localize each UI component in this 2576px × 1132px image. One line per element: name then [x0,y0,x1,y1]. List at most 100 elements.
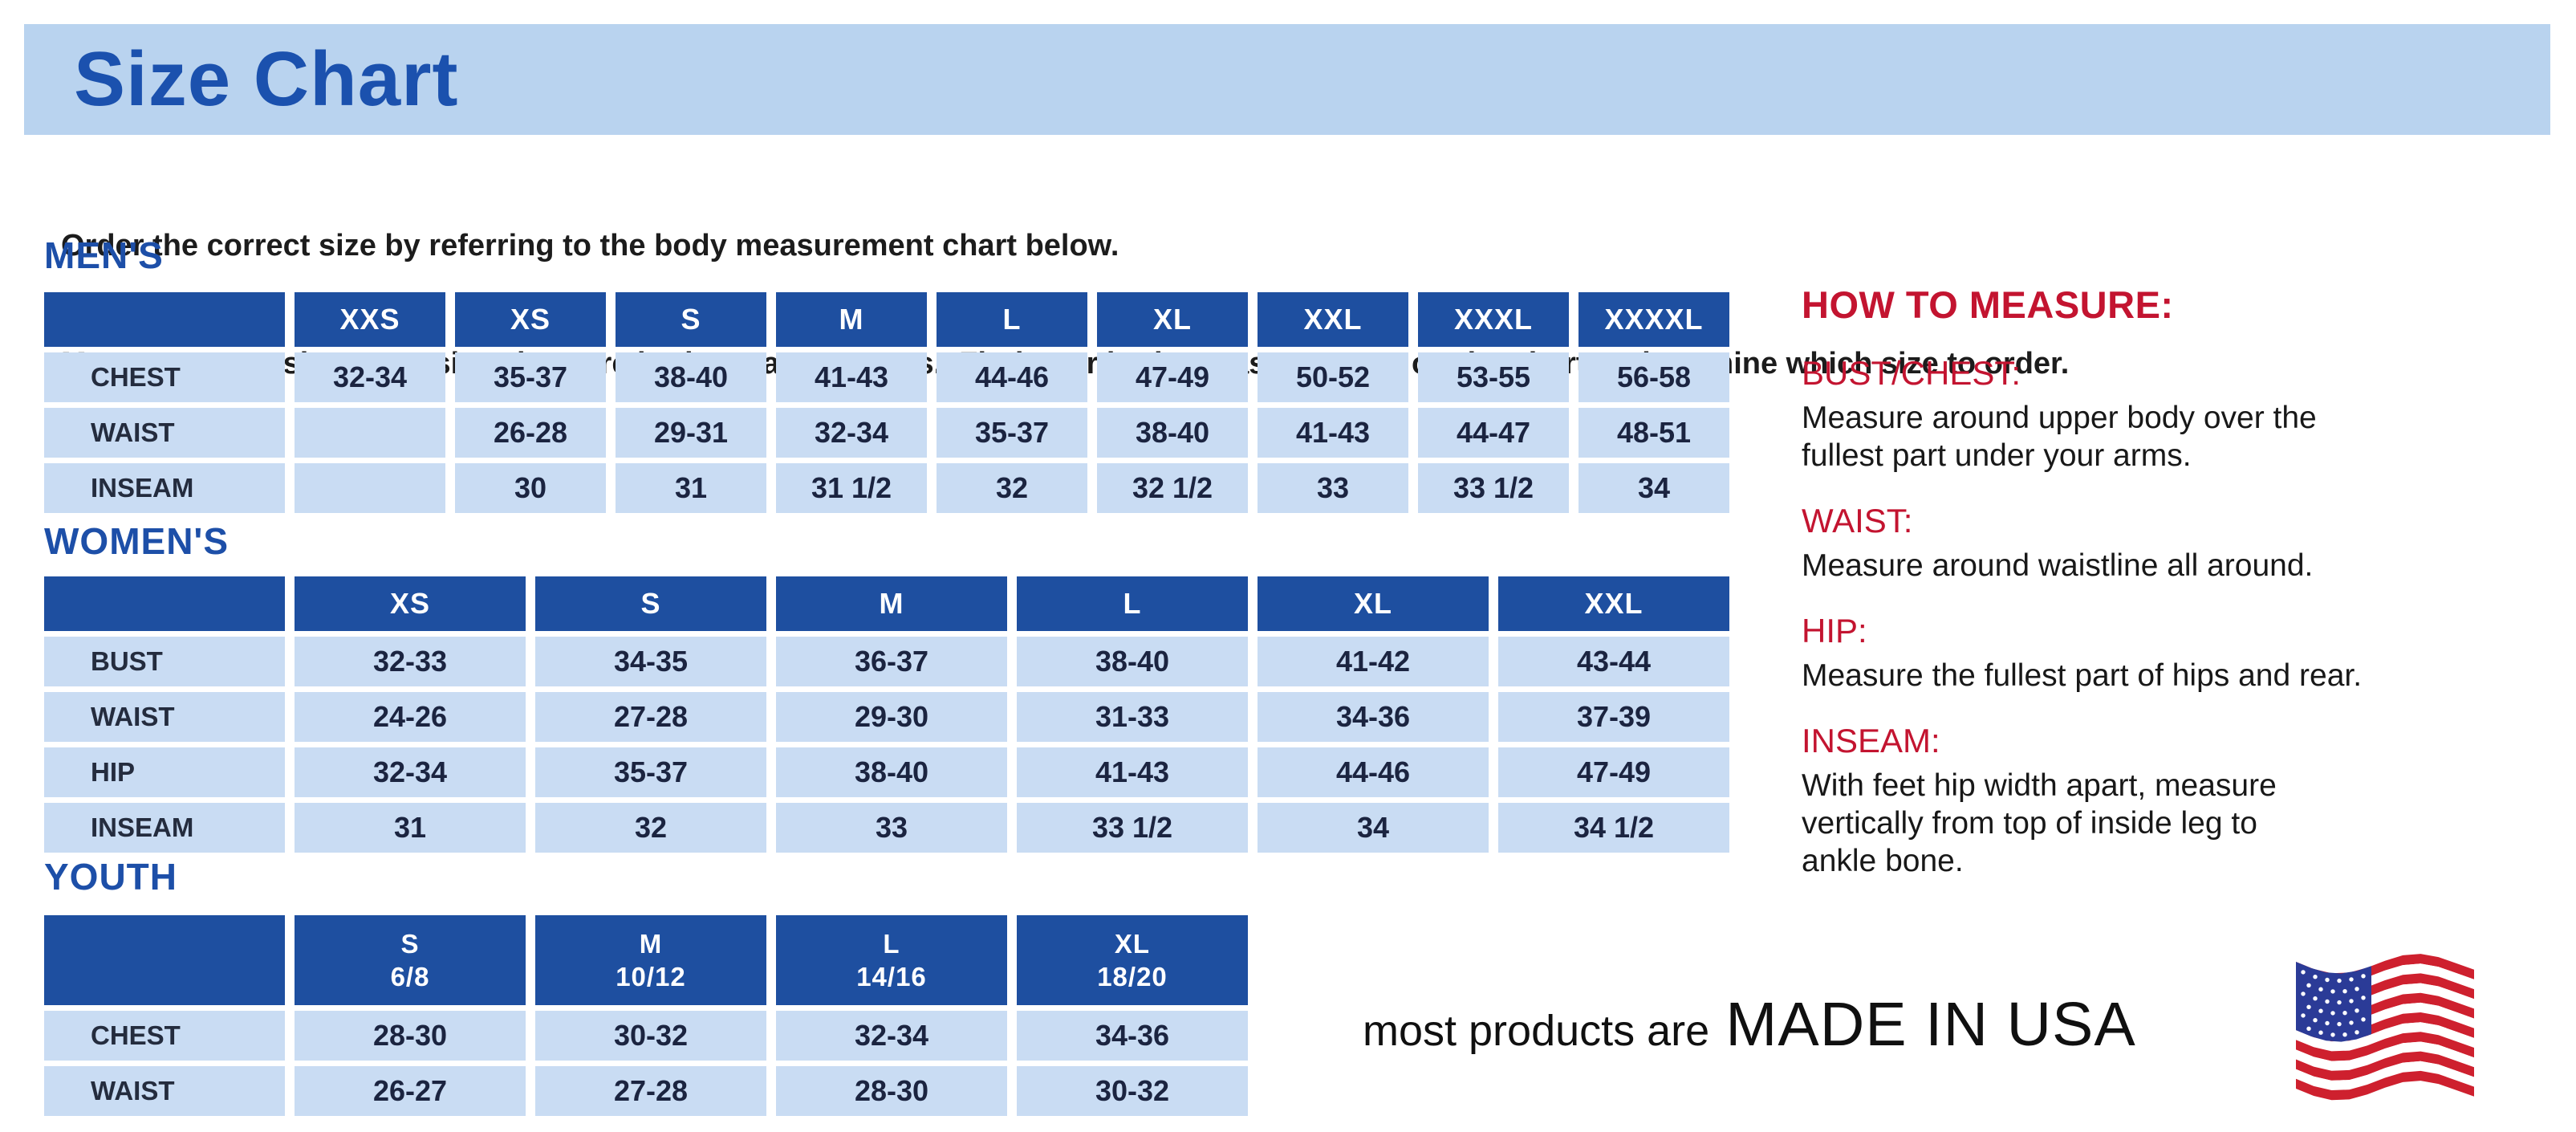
flag-star [2355,1008,2359,1013]
how-to-measure-panel: HOW TO MEASURE: BUST/CHEST: Measure aroun… [1802,283,2576,880]
measure-text-line: vertically from top of inside leg to [1802,806,2257,841]
col-header: XXXL [1418,292,1569,347]
flag-star [2355,1030,2359,1035]
size-cell: 38-40 [1017,637,1248,686]
flag-star [2318,987,2323,992]
flag-star [2313,1018,2318,1023]
size-cell: 30 [455,463,606,513]
how-to-measure-heading: HOW TO MEASURE: [1802,283,2174,326]
row-label: WAIST [44,408,285,458]
col-header: XS [455,292,606,347]
made-in-usa-note: most products are MADE IN USA [1363,989,2136,1061]
measure-label: BUST/CHEST: [1802,354,2021,392]
flag-star [2361,974,2366,979]
col-header: L [937,292,1087,347]
size-cell: 38-40 [616,352,766,402]
size-cell: 50-52 [1258,352,1408,402]
size-cell: 32 [937,463,1087,513]
size-cell: 34-36 [1258,692,1489,742]
size-cell: 30-32 [535,1011,766,1061]
measure-text-line: ankle bone. [1802,844,1964,878]
size-cell: 32-33 [295,637,526,686]
measure-text-line: Measure around waistline all around. [1802,548,2314,583]
flag-star [2306,1004,2311,1009]
flag-star [2330,1032,2335,1037]
size-cell: 26-28 [455,408,606,458]
flag-stripe [2296,1070,2474,1101]
flag-star [2318,1008,2323,1013]
size-cell: 32-34 [776,408,927,458]
flag-star [2349,1020,2354,1025]
flag-star [2337,1000,2342,1005]
measure-text-line: With feet hip width apart, measure [1802,768,2277,803]
measure-text: Measure around waistline all around. [1802,547,2576,584]
col-header-size: S [400,929,420,959]
size-cell: 47-49 [1498,747,1729,797]
measure-text: Measure around upper body over the fulles… [1802,399,2576,474]
col-header: XXL [1258,292,1408,347]
col-header-group: 6/8 [390,962,430,992]
measure-text-line: Measure the fullest part of hips and rea… [1802,658,2363,693]
size-cell: 33 [776,803,1007,853]
size-cell: 27-28 [535,692,766,742]
footer-made-in-usa-text: MADE IN USA [1725,990,2136,1059]
page-title-banner: Size Chart [24,24,2550,135]
flag-stripe [2296,1061,2474,1090]
col-header: L 14/16 [776,915,1007,1005]
size-cell: 44-47 [1418,408,1569,458]
col-header: XL [1097,292,1248,347]
flag-stripe [2296,1032,2474,1061]
size-cell: 38-40 [776,747,1007,797]
col-header: XXXXL [1579,292,1729,347]
flag-stripe [2296,1022,2474,1052]
col-header-group: 18/20 [1097,962,1168,992]
col-header: M [776,292,927,347]
size-cell: 34-36 [1017,1011,1248,1061]
corner-cell [44,576,285,631]
row-label: CHEST [44,1011,285,1061]
flag-star [2306,1026,2311,1031]
flag-star [2349,999,2354,1004]
size-cell [295,463,445,513]
size-cell: 29-30 [776,692,1007,742]
row-label: INSEAM [44,803,285,853]
size-cell: 41-43 [1017,747,1248,797]
col-header: S [616,292,766,347]
size-cell: 31 [295,803,526,853]
usa-flag-icon [2296,954,2474,1101]
size-cell: 32-34 [776,1011,1007,1061]
size-table-section-mens: MEN'S XXS XS S M L XL XXL XXXL XXXXL CHEST 32-34 35-… [44,233,1729,513]
flag-star [2325,977,2330,983]
flag-star [2313,975,2318,979]
page-title: Size Chart [74,36,459,122]
row-label: CHEST [44,352,285,402]
measure-label: WAIST: [1802,502,1913,540]
col-header-size: L [883,929,900,959]
size-cell: 24-26 [295,692,526,742]
flag-star [2342,1011,2347,1016]
size-cell: 27-28 [535,1066,766,1116]
footer-prefix-text: most products are [1363,1007,1710,1055]
flag-star [2337,1021,2342,1027]
size-cell: 41-43 [776,352,927,402]
size-cell: 43-44 [1498,637,1729,686]
size-cell: 33 1/2 [1418,463,1569,513]
col-header: XL 18/20 [1017,915,1248,1005]
flag-star [2313,996,2318,1001]
col-header: M [776,576,1007,631]
size-cell: 48-51 [1579,408,1729,458]
size-cell: 28-30 [776,1066,1007,1116]
size-cell: 41-43 [1258,408,1408,458]
size-cell: 37-39 [1498,692,1729,742]
size-cell [295,408,445,458]
size-cell: 34 [1258,803,1489,853]
size-cell: 34 [1579,463,1729,513]
size-cell: 28-30 [295,1011,526,1061]
col-header: L [1017,576,1248,631]
row-label: INSEAM [44,463,285,513]
size-cell: 53-55 [1418,352,1569,402]
size-table-womens: XS S M L XL XXL BUST 32-33 34-35 36-37 38-40 41-42 4… [44,576,1729,853]
flag-star [2301,992,2306,996]
flag-star [2337,978,2342,983]
